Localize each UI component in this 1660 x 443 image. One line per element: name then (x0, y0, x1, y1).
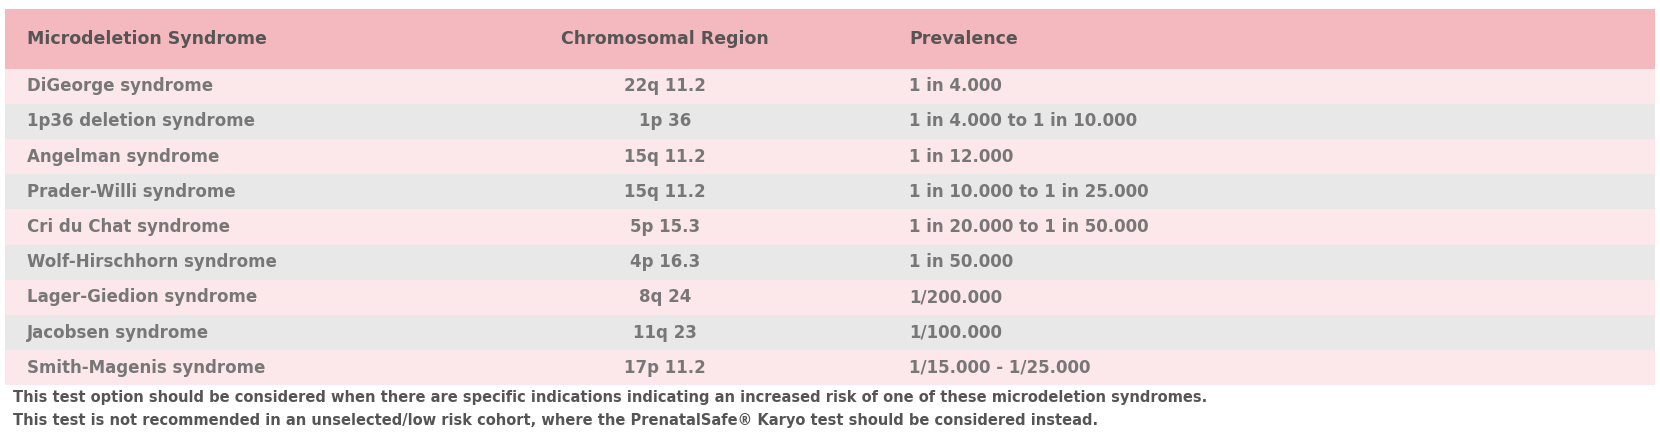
FancyBboxPatch shape (442, 210, 888, 245)
Text: Angelman syndrome: Angelman syndrome (27, 148, 219, 166)
FancyBboxPatch shape (5, 280, 442, 315)
FancyBboxPatch shape (5, 9, 442, 69)
FancyBboxPatch shape (5, 139, 442, 174)
Text: 1 in 12.000: 1 in 12.000 (910, 148, 1014, 166)
Text: 1/100.000: 1/100.000 (910, 324, 1003, 342)
FancyBboxPatch shape (442, 9, 888, 69)
Text: 1p 36: 1p 36 (639, 113, 691, 130)
FancyBboxPatch shape (888, 210, 1655, 245)
Text: 8q 24: 8q 24 (639, 288, 691, 307)
FancyBboxPatch shape (888, 280, 1655, 315)
Text: 1 in 20.000 to 1 in 50.000: 1 in 20.000 to 1 in 50.000 (910, 218, 1149, 236)
Text: Microdeletion Syndrome: Microdeletion Syndrome (27, 30, 267, 48)
FancyBboxPatch shape (442, 315, 888, 350)
FancyBboxPatch shape (442, 174, 888, 210)
FancyBboxPatch shape (442, 350, 888, 385)
Text: DiGeorge syndrome: DiGeorge syndrome (27, 77, 212, 95)
FancyBboxPatch shape (442, 104, 888, 139)
Text: 1/200.000: 1/200.000 (910, 288, 1003, 307)
Text: Cri du Chat syndrome: Cri du Chat syndrome (27, 218, 229, 236)
Text: Prevalence: Prevalence (910, 30, 1018, 48)
FancyBboxPatch shape (888, 104, 1655, 139)
Text: Wolf-Hirschhorn syndrome: Wolf-Hirschhorn syndrome (27, 253, 277, 271)
Text: 5p 15.3: 5p 15.3 (629, 218, 701, 236)
Text: This test is not recommended in an unselected/low risk cohort, where the Prenata: This test is not recommended in an unsel… (13, 413, 1099, 428)
Text: 17p 11.2: 17p 11.2 (624, 359, 706, 377)
Text: Chromosomal Region: Chromosomal Region (561, 30, 769, 48)
Text: Jacobsen syndrome: Jacobsen syndrome (27, 324, 209, 342)
FancyBboxPatch shape (888, 245, 1655, 280)
Text: Prader-Willi syndrome: Prader-Willi syndrome (27, 183, 236, 201)
Text: 15q 11.2: 15q 11.2 (624, 148, 706, 166)
FancyBboxPatch shape (5, 350, 442, 385)
FancyBboxPatch shape (442, 245, 888, 280)
Text: This test option should be considered when there are specific indications indica: This test option should be considered wh… (13, 390, 1207, 405)
FancyBboxPatch shape (5, 315, 442, 350)
FancyBboxPatch shape (5, 385, 1655, 443)
FancyBboxPatch shape (888, 9, 1655, 69)
Text: 22q 11.2: 22q 11.2 (624, 77, 706, 95)
FancyBboxPatch shape (888, 350, 1655, 385)
Text: 1 in 4.000: 1 in 4.000 (910, 77, 1003, 95)
FancyBboxPatch shape (442, 69, 888, 104)
Text: 4p 16.3: 4p 16.3 (629, 253, 701, 271)
Text: 1 in 4.000 to 1 in 10.000: 1 in 4.000 to 1 in 10.000 (910, 113, 1137, 130)
FancyBboxPatch shape (5, 174, 442, 210)
FancyBboxPatch shape (888, 174, 1655, 210)
FancyBboxPatch shape (888, 315, 1655, 350)
FancyBboxPatch shape (5, 69, 442, 104)
FancyBboxPatch shape (442, 139, 888, 174)
Text: 15q 11.2: 15q 11.2 (624, 183, 706, 201)
Text: Lager-Giedion syndrome: Lager-Giedion syndrome (27, 288, 257, 307)
FancyBboxPatch shape (442, 280, 888, 315)
Text: 1 in 10.000 to 1 in 25.000: 1 in 10.000 to 1 in 25.000 (910, 183, 1149, 201)
FancyBboxPatch shape (5, 245, 442, 280)
FancyBboxPatch shape (888, 69, 1655, 104)
Text: 11q 23: 11q 23 (632, 324, 697, 342)
FancyBboxPatch shape (888, 139, 1655, 174)
Text: 1p36 deletion syndrome: 1p36 deletion syndrome (27, 113, 254, 130)
Text: 1 in 50.000: 1 in 50.000 (910, 253, 1014, 271)
FancyBboxPatch shape (5, 104, 442, 139)
Text: 1/15.000 - 1/25.000: 1/15.000 - 1/25.000 (910, 359, 1091, 377)
Text: Smith-Magenis syndrome: Smith-Magenis syndrome (27, 359, 266, 377)
FancyBboxPatch shape (5, 210, 442, 245)
